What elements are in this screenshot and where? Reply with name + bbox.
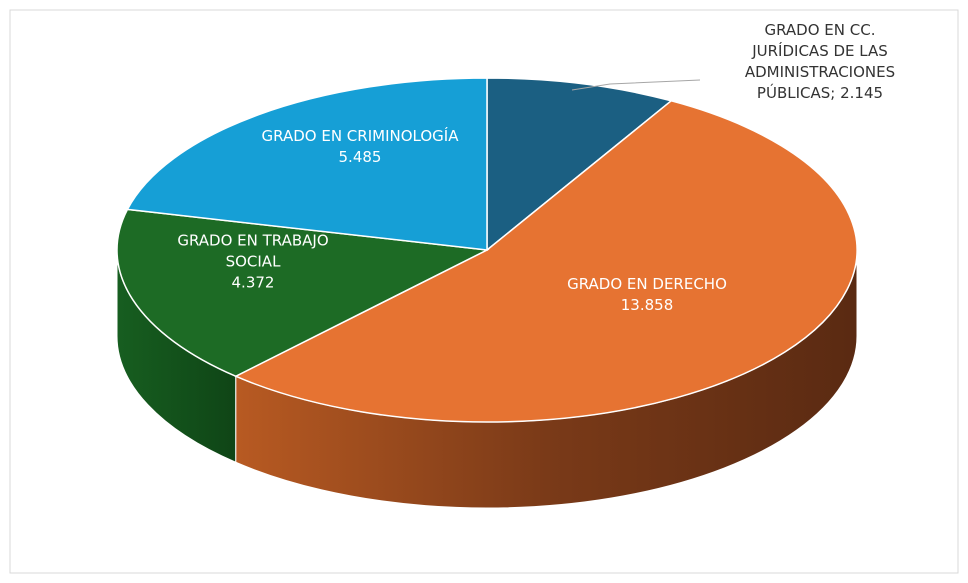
category-label: GRADO EN CRIMINOLOGÍA xyxy=(261,127,459,145)
data-label: GRADO EN TRABAJO SOCIAL 4.372 xyxy=(163,231,343,294)
data-label: GRADO EN CRIMINOLOGÍA 5.485 xyxy=(240,126,480,168)
value-label: 5.485 xyxy=(338,148,382,166)
value-label: 13.858 xyxy=(620,296,674,314)
value-label: 2.145 xyxy=(840,84,884,102)
pie-slice xyxy=(486,77,673,252)
label-separator: ; xyxy=(830,84,841,102)
pie-slice xyxy=(126,77,488,251)
data-label: GRADO EN DERECHO 13.858 xyxy=(517,274,777,316)
category-label: GRADO EN CC. JURÍDICAS DE LAS ADMINISTRA… xyxy=(744,21,896,102)
leader-line xyxy=(571,79,701,91)
category-label: GRADO EN DERECHO xyxy=(567,275,727,293)
pie-slice xyxy=(233,100,858,423)
category-label: GRADO EN TRABAJO SOCIAL xyxy=(177,231,329,271)
data-label: GRADO EN CC. JURÍDICAS DE LAS ADMINISTRA… xyxy=(725,20,915,104)
pie-slice xyxy=(116,208,490,378)
value-label: 4.372 xyxy=(231,273,275,292)
